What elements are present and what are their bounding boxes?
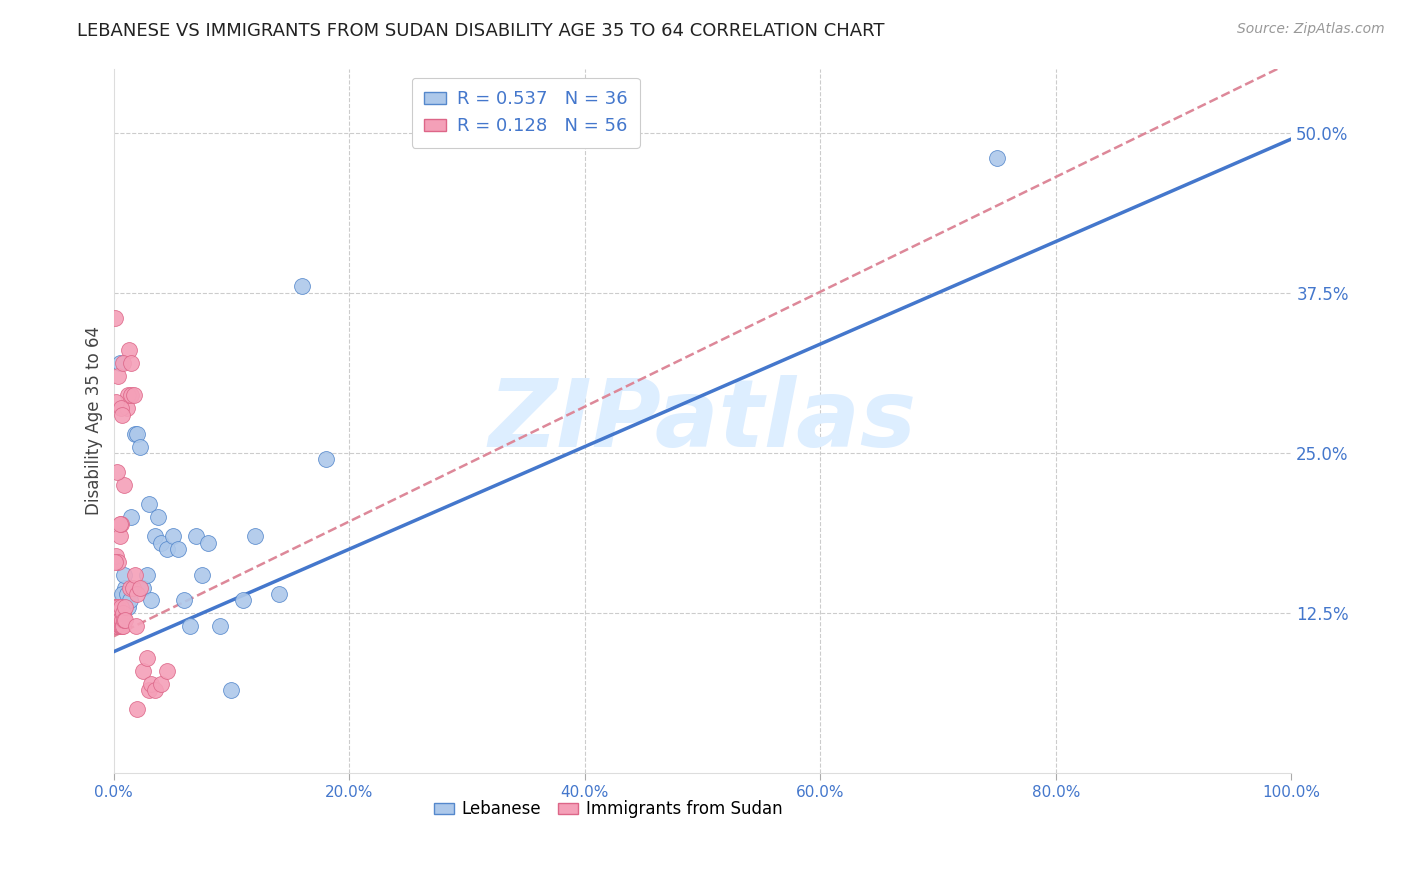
Point [108, 516, 131, 531]
Point [291, 279, 314, 293]
Point [117, 388, 139, 402]
Point [208, 619, 231, 633]
Point [138, 683, 160, 698]
Point [315, 452, 337, 467]
Point [124, 567, 146, 582]
Point [110, 599, 132, 614]
Point [111, 587, 134, 601]
Point [108, 529, 131, 543]
Point [120, 581, 142, 595]
Point [110, 516, 132, 531]
Point [135, 567, 157, 582]
Point [115, 587, 138, 601]
Point [108, 619, 131, 633]
Point [107, 555, 129, 569]
Point [104, 311, 127, 326]
Text: LEBANESE VS IMMIGRANTS FROM SUDAN DISABILITY AGE 35 TO 64 CORRELATION CHART: LEBANESE VS IMMIGRANTS FROM SUDAN DISABI… [77, 22, 884, 40]
Point [107, 599, 129, 614]
Point [112, 587, 135, 601]
Point [120, 593, 142, 607]
Point [148, 510, 170, 524]
Point [120, 356, 142, 370]
Point [243, 529, 266, 543]
Point [114, 581, 136, 595]
Point [105, 606, 128, 620]
Point [115, 401, 138, 416]
Point [138, 497, 160, 511]
Point [114, 613, 136, 627]
Point [110, 401, 132, 416]
Point [107, 369, 129, 384]
Point [986, 151, 1008, 165]
Point [162, 529, 184, 543]
Point [104, 606, 127, 620]
Point [105, 619, 128, 633]
Point [156, 542, 179, 557]
Legend: Lebanese, Immigrants from Sudan: Lebanese, Immigrants from Sudan [427, 794, 790, 825]
Point [112, 567, 135, 582]
Point [108, 356, 131, 370]
Point [105, 613, 128, 627]
Point [156, 664, 179, 678]
Point [117, 599, 139, 614]
Point [112, 356, 135, 370]
Point [122, 388, 145, 402]
Point [197, 535, 219, 549]
Point [105, 465, 128, 479]
Point [105, 599, 128, 614]
Point [124, 426, 146, 441]
Point [112, 478, 135, 492]
Point [143, 683, 166, 698]
Point [114, 599, 136, 614]
Point [141, 593, 163, 607]
Point [135, 651, 157, 665]
Point [104, 555, 127, 569]
Point [112, 619, 135, 633]
Point [108, 613, 131, 627]
Text: Source: ZipAtlas.com: Source: ZipAtlas.com [1237, 22, 1385, 37]
Point [121, 581, 143, 595]
Point [105, 394, 128, 409]
Point [127, 702, 149, 716]
Point [105, 613, 128, 627]
Point [120, 388, 142, 402]
Point [143, 529, 166, 543]
Point [128, 581, 150, 595]
Point [108, 599, 131, 614]
Point [111, 619, 134, 633]
Point [125, 619, 148, 633]
Point [110, 619, 132, 633]
Point [149, 676, 172, 690]
Point [132, 581, 155, 595]
Point [105, 619, 128, 633]
Point [132, 664, 155, 678]
Point [232, 593, 254, 607]
Point [173, 593, 195, 607]
Point [120, 510, 142, 524]
Y-axis label: Disability Age 35 to 64: Disability Age 35 to 64 [86, 326, 103, 516]
Point [127, 587, 149, 601]
Point [104, 599, 127, 614]
Point [111, 408, 134, 422]
Point [186, 529, 208, 543]
Point [107, 613, 129, 627]
Point [167, 542, 190, 557]
Point [221, 683, 243, 698]
Point [105, 549, 128, 563]
Point [111, 613, 134, 627]
Point [149, 535, 172, 549]
Point [104, 613, 127, 627]
Point [128, 440, 150, 454]
Point [112, 606, 135, 620]
Text: ZIPatlas: ZIPatlas [488, 375, 917, 467]
Point [118, 343, 141, 358]
Point [267, 587, 290, 601]
Point [191, 567, 214, 582]
Point [179, 619, 201, 633]
Point [141, 676, 163, 690]
Point [127, 426, 149, 441]
Point [112, 613, 135, 627]
